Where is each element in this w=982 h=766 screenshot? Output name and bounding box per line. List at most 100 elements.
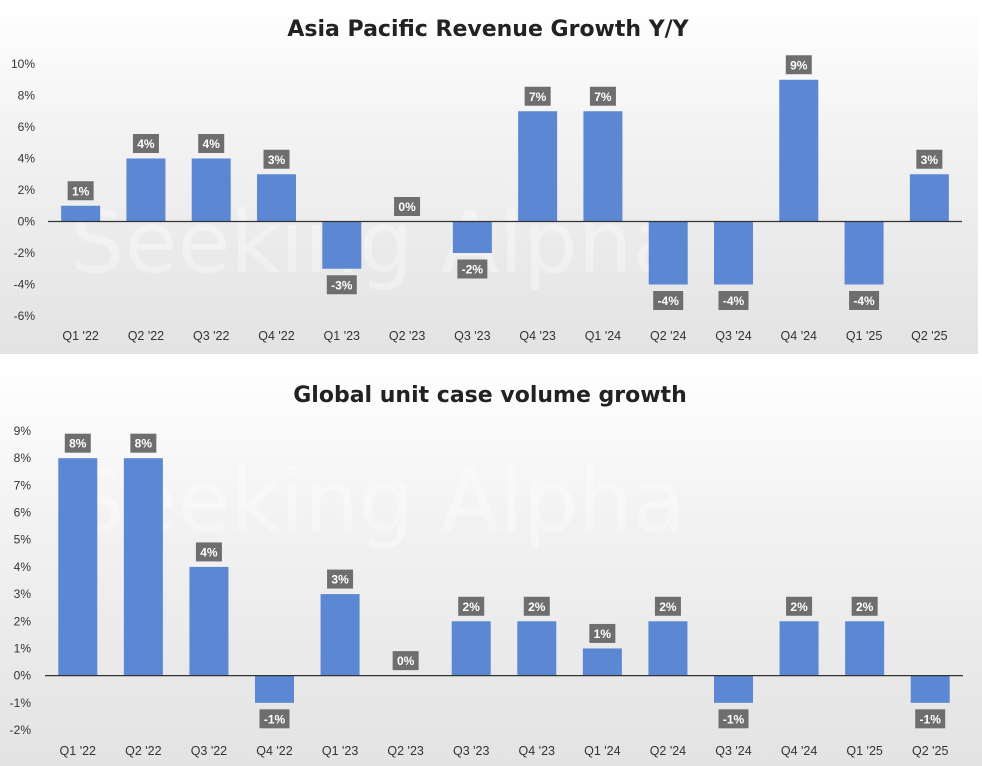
x-tick-label: Q2 '22 xyxy=(128,329,164,343)
x-tick-label: Q3 '23 xyxy=(453,744,489,758)
y-tick-label: 6% xyxy=(14,506,32,520)
data-label: -4% xyxy=(853,294,875,308)
bar xyxy=(909,174,949,222)
x-tick-label: Q2 '24 xyxy=(650,329,686,343)
bar xyxy=(189,566,229,676)
y-tick-label: 2% xyxy=(14,614,32,628)
data-label: 8% xyxy=(69,437,87,451)
y-tick-label: 4% xyxy=(14,560,32,574)
bar xyxy=(518,111,558,222)
x-tick-label: Q2 '22 xyxy=(125,744,161,758)
x-tick-label: Q1 '25 xyxy=(846,744,882,758)
data-label-box xyxy=(130,433,157,453)
x-tick-label: Q3 '24 xyxy=(715,329,751,343)
bar xyxy=(582,648,622,676)
data-label-box xyxy=(849,291,880,310)
data-label: 4% xyxy=(203,137,221,151)
bar xyxy=(648,621,688,676)
data-label-box xyxy=(654,596,681,616)
x-tick-label: Q3 '22 xyxy=(193,329,229,343)
data-label-box xyxy=(786,596,813,616)
data-label-box xyxy=(851,596,878,616)
y-tick-label: 5% xyxy=(14,533,32,547)
chart-title: Global unit case volume growth xyxy=(293,383,687,408)
y-tick-label: 1% xyxy=(14,641,32,655)
y-tick-label: -4% xyxy=(14,278,36,292)
data-label-box xyxy=(64,433,91,453)
bar xyxy=(322,221,362,269)
data-label: -4% xyxy=(658,294,680,308)
bar xyxy=(257,174,296,222)
data-label: -1% xyxy=(264,712,286,726)
bar xyxy=(714,675,753,703)
data-label: 3% xyxy=(331,573,349,587)
y-tick-label: -2% xyxy=(14,246,36,260)
bar xyxy=(714,221,753,285)
x-tick-label: Q2 '25 xyxy=(911,329,947,343)
x-tick-label: Q4 '23 xyxy=(519,329,555,343)
y-tick-label: 9% xyxy=(14,424,32,438)
data-label-box xyxy=(457,259,488,279)
x-tick-label: Q2 '23 xyxy=(387,744,423,758)
bar xyxy=(845,621,885,676)
x-tick-label: Q2 '24 xyxy=(650,744,686,758)
x-tick-label: Q3 '23 xyxy=(454,329,490,343)
data-label-box xyxy=(524,86,551,106)
data-label: 2% xyxy=(463,600,481,614)
data-label: 1% xyxy=(594,627,612,641)
y-tick-label: 2% xyxy=(18,183,36,197)
bar xyxy=(320,594,360,676)
data-label-box xyxy=(458,596,485,616)
bar xyxy=(648,221,688,285)
y-tick-label: 8% xyxy=(14,451,32,465)
chart-asia-pacific-revenue: Seeking Alpha Asia Pacific Revenue Growth… xyxy=(11,17,962,343)
bar xyxy=(451,621,491,676)
data-label-box xyxy=(326,275,357,295)
data-label: -4% xyxy=(723,294,745,308)
x-tick-label: Q3 '22 xyxy=(191,744,227,758)
x-tick-label: Q4 '22 xyxy=(256,744,292,758)
y-tick-label: 7% xyxy=(14,478,32,492)
data-label-box xyxy=(132,134,159,153)
data-label: 0% xyxy=(398,200,416,214)
data-label-box xyxy=(785,55,812,75)
data-label-box xyxy=(195,542,222,562)
data-label: 9% xyxy=(790,58,808,72)
y-tick-label: 4% xyxy=(18,152,36,166)
y-tick-label: 3% xyxy=(14,587,32,601)
data-label-box xyxy=(263,149,290,169)
chart-panel-global-volume: Seeking Alpha Global unit case volume gro… xyxy=(0,363,982,766)
bar xyxy=(123,458,163,676)
data-label: 2% xyxy=(856,600,874,614)
bar xyxy=(844,221,884,285)
x-tick-label: Q3 '24 xyxy=(715,744,751,758)
x-tick-label: Q1 '24 xyxy=(585,329,621,343)
data-label-box xyxy=(394,197,421,216)
chart-global-unit-case-volume: Seeking Alpha Global unit case volume gro… xyxy=(10,383,963,758)
y-tick-label: 0% xyxy=(18,215,36,229)
bar xyxy=(452,221,492,253)
data-label: 2% xyxy=(790,600,808,614)
bar xyxy=(910,675,950,703)
data-label-box xyxy=(718,291,749,310)
data-label: 4% xyxy=(137,137,155,151)
data-label: 2% xyxy=(659,600,677,614)
x-tick-label: Q1 '23 xyxy=(324,329,360,343)
y-tick-label: 10% xyxy=(11,57,35,71)
data-label: 7% xyxy=(594,90,612,104)
data-label-box xyxy=(259,709,290,729)
bar xyxy=(61,205,101,222)
y-tick-label: 0% xyxy=(14,669,32,683)
chart-title: Asia Pacific Revenue Growth Y/Y xyxy=(287,17,689,42)
data-label-box xyxy=(589,86,616,106)
data-label: -1% xyxy=(920,712,942,726)
watermark-text: Seeking Alpha xyxy=(70,452,685,552)
y-tick-label: 6% xyxy=(18,120,36,134)
data-label: 4% xyxy=(200,545,218,559)
data-label: 8% xyxy=(135,437,153,451)
data-label-box xyxy=(327,569,354,589)
data-label-box xyxy=(916,149,943,169)
x-tick-label: Q1 '24 xyxy=(584,744,620,758)
watermark-text: Seeking Alpha xyxy=(70,193,685,293)
bar xyxy=(583,111,623,222)
